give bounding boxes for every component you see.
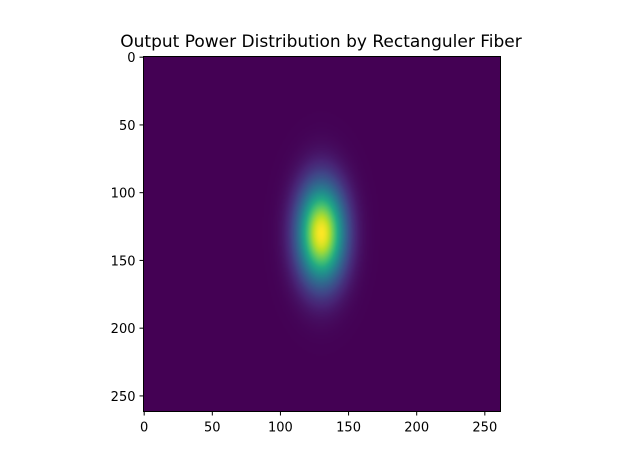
x-tick-label: 0 [140, 421, 148, 436]
heatmap-image [144, 57, 501, 412]
x-tick-label: 250 [472, 421, 497, 436]
x-tick-label: 100 [268, 421, 293, 436]
x-tick-label: 150 [336, 421, 361, 436]
y-tick-label: 100 [111, 187, 136, 202]
y-tick-label: 250 [111, 390, 136, 405]
y-tick-label: 0 [127, 51, 135, 66]
y-axis: 0 50 100 150 200 250 [111, 51, 144, 405]
heatmap-raster [144, 57, 501, 412]
chart-title: Output Power Distribution by Rectanguler… [120, 32, 521, 52]
x-tick-label: 200 [404, 421, 429, 436]
x-axis: 0 50 100 150 200 250 [140, 412, 497, 436]
y-tick-label: 50 [119, 119, 136, 134]
x-tick-label: 50 [204, 421, 221, 436]
y-tick-label: 150 [111, 254, 136, 269]
y-tick-label: 200 [111, 322, 136, 337]
